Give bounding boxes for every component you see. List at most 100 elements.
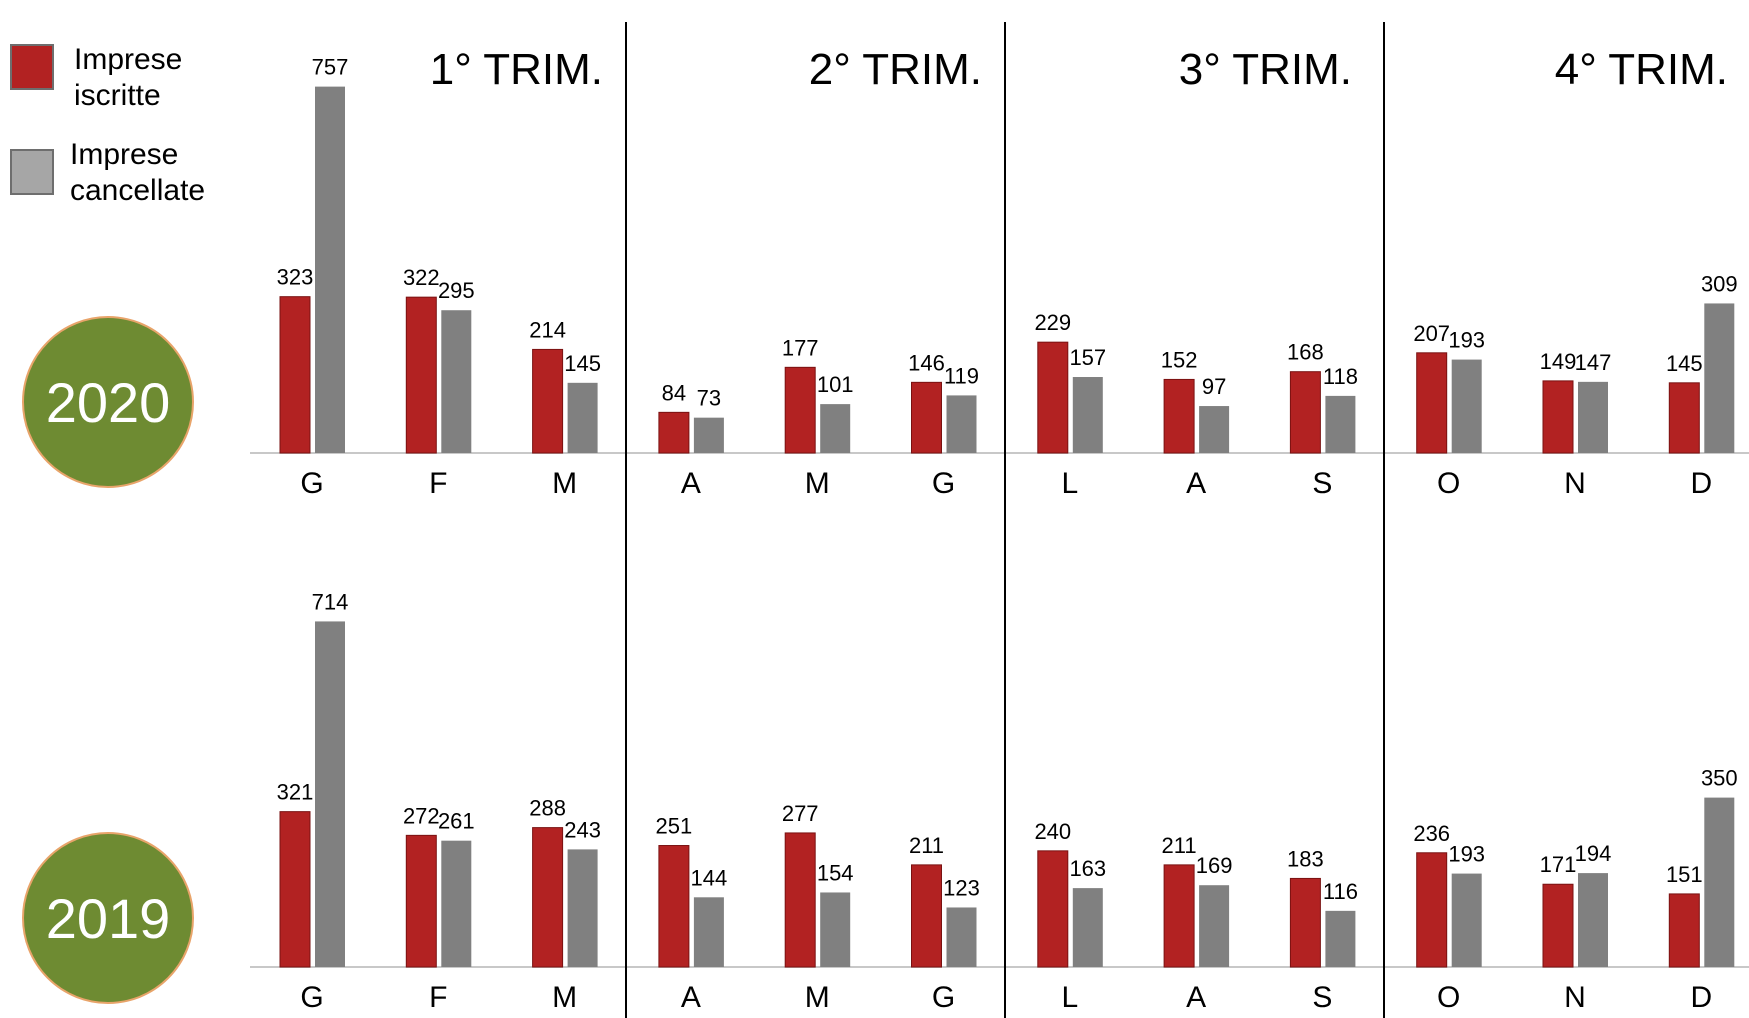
- bar-cancellate-2020-8: [1199, 406, 1230, 453]
- bar-cancellate-2020-3: [567, 382, 598, 453]
- data-label-iscritte-2020-7: 229: [1034, 310, 1071, 335]
- bar-iscritte-2020-1: [279, 296, 311, 454]
- bar-cancellate-2020-2: [441, 310, 472, 453]
- data-label-iscritte-2019-11: 171: [1540, 852, 1577, 877]
- bar-iscritte-2020-12: [1668, 382, 1700, 454]
- bar-iscritte-2020-10: [1416, 352, 1448, 454]
- data-label-cancellate-2020-5: 101: [817, 372, 854, 397]
- x-tick-label-2020-5: M: [805, 467, 830, 500]
- bar-iscritte-2019-8: [1163, 864, 1195, 968]
- bar-cancellate-2019-11: [1578, 873, 1608, 967]
- legend-swatch-cancellate: [10, 149, 54, 195]
- bar-cancellate-2019-8: [1199, 885, 1230, 967]
- quarter-title-1: 1° TRIM.: [430, 45, 603, 94]
- data-label-cancellate-2020-7: 157: [1069, 345, 1106, 370]
- bar-cancellate-2019-3: [567, 849, 598, 967]
- bar-iscritte-2019-5: [784, 832, 816, 968]
- legend-item-cancellate: Imprese cancellate: [10, 138, 205, 209]
- data-label-cancellate-2019-11: 194: [1575, 841, 1612, 866]
- data-label-iscritte-2019-2: 272: [403, 803, 440, 828]
- data-label-iscritte-2020-2: 322: [403, 265, 440, 290]
- data-label-cancellate-2020-1: 757: [312, 55, 349, 80]
- bar-cancellate-2020-12: [1704, 303, 1735, 453]
- x-tick-label-2019-1: G: [300, 981, 323, 1014]
- data-label-iscritte-2020-10: 207: [1413, 321, 1450, 346]
- x-tick-label-2020-7: L: [1061, 467, 1078, 500]
- bar-iscritte-2020-8: [1163, 378, 1195, 454]
- bar-iscritte-2019-12: [1668, 893, 1700, 968]
- data-label-cancellate-2019-6: 123: [943, 875, 980, 900]
- data-label-cancellate-2020-12: 309: [1701, 271, 1738, 296]
- data-label-cancellate-2020-4: 73: [697, 386, 721, 411]
- bar-cancellate-2019-2: [441, 840, 472, 967]
- bar-iscritte-2019-4: [658, 845, 690, 968]
- bar-iscritte-2020-5: [784, 366, 816, 454]
- data-label-cancellate-2020-11: 147: [1575, 350, 1612, 375]
- data-label-iscritte-2020-12: 145: [1666, 351, 1703, 376]
- x-tick-label-2019-3: M: [552, 981, 577, 1014]
- x-tick-label-2020-1: G: [300, 467, 323, 500]
- quarter-title-4: 4° TRIM.: [1555, 45, 1728, 94]
- data-label-iscritte-2019-5: 277: [782, 801, 819, 826]
- x-tick-label-2020-6: G: [932, 467, 955, 500]
- data-label-cancellate-2019-9: 116: [1323, 879, 1358, 904]
- bar-cancellate-2020-1: [315, 86, 345, 453]
- data-label-cancellate-2020-2: 295: [438, 278, 475, 303]
- data-label-cancellate-2019-8: 169: [1196, 853, 1233, 878]
- bar-iscritte-2020-9: [1289, 371, 1321, 454]
- bar-cancellate-2020-6: [946, 395, 977, 453]
- data-label-iscritte-2020-4: 84: [662, 380, 686, 405]
- bar-cancellate-2020-9: [1325, 395, 1356, 453]
- data-label-iscritte-2019-6: 211: [909, 833, 944, 858]
- bar-cancellate-2019-7: [1072, 888, 1103, 967]
- data-label-cancellate-2019-10: 193: [1448, 842, 1485, 867]
- x-tick-label-2019-9: S: [1312, 981, 1332, 1014]
- x-tick-label-2019-10: O: [1437, 981, 1460, 1014]
- x-tick-label-2019-2: F: [429, 981, 447, 1014]
- data-label-iscritte-2019-8: 211: [1162, 833, 1197, 858]
- data-label-iscritte-2020-9: 168: [1287, 340, 1324, 365]
- data-label-iscritte-2019-10: 236: [1413, 821, 1450, 846]
- bar-cancellate-2020-4: [693, 417, 724, 453]
- data-label-cancellate-2019-5: 154: [817, 860, 854, 885]
- bar-iscritte-2019-6: [911, 864, 942, 968]
- year-badge-2020: 2020: [22, 316, 194, 488]
- legend-item-iscritte: Imprese iscritte: [10, 42, 182, 114]
- x-tick-label-2019-11: N: [1564, 981, 1586, 1014]
- data-label-cancellate-2020-8: 97: [1202, 374, 1226, 399]
- legend-label-iscritte: Imprese iscritte: [74, 42, 182, 114]
- data-label-iscritte-2019-3: 288: [529, 796, 566, 821]
- data-label-cancellate-2019-4: 144: [691, 865, 728, 890]
- bar-cancellate-2019-4: [693, 897, 724, 967]
- data-label-iscritte-2019-4: 251: [656, 814, 693, 839]
- bar-cancellate-2019-5: [820, 892, 851, 967]
- quarter-title-3: 3° TRIM.: [1179, 45, 1352, 94]
- bar-cancellate-2019-12: [1704, 797, 1735, 967]
- legend-label-line2: iscritte: [74, 79, 161, 112]
- x-tick-label-2020-3: M: [552, 467, 577, 500]
- bar-iscritte-2020-7: [1037, 341, 1069, 454]
- bar-iscritte-2020-2: [405, 296, 437, 454]
- bar-cancellate-2020-7: [1072, 377, 1103, 453]
- bar-cancellate-2020-10: [1451, 359, 1482, 453]
- data-label-iscritte-2020-3: 214: [529, 317, 566, 342]
- data-label-iscritte-2020-1: 323: [277, 265, 314, 290]
- x-tick-label-2020-9: S: [1312, 467, 1332, 500]
- data-label-iscritte-2019-9: 183: [1287, 846, 1324, 871]
- bar-iscritte-2019-11: [1542, 883, 1574, 968]
- bar-iscritte-2020-3: [532, 348, 564, 454]
- legend-label-line1: Imprese: [74, 43, 183, 76]
- data-label-cancellate-2020-10: 193: [1448, 328, 1485, 353]
- x-tick-label-2019-8: A: [1186, 981, 1206, 1014]
- bar-iscritte-2020-6: [911, 381, 942, 454]
- legend-label-line1: Imprese: [70, 138, 179, 171]
- x-tick-label-2019-5: M: [805, 981, 830, 1014]
- legend-swatch-iscritte: [10, 44, 54, 90]
- x-tick-label-2020-4: A: [681, 467, 701, 500]
- data-label-iscritte-2020-11: 149: [1540, 349, 1577, 374]
- bar-iscritte-2019-2: [405, 834, 437, 968]
- bar-cancellate-2019-1: [315, 621, 345, 967]
- bar-cancellate-2020-11: [1578, 381, 1608, 453]
- x-tick-label-2020-10: O: [1437, 467, 1460, 500]
